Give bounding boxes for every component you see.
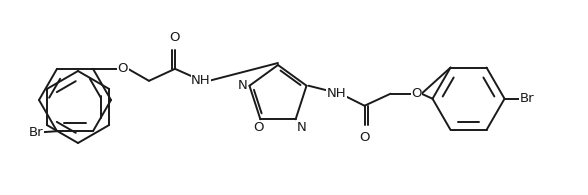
Text: NH: NH [191,74,211,87]
Text: O: O [118,62,128,75]
Text: O: O [359,131,370,144]
Text: O: O [170,31,181,44]
Text: O: O [411,87,422,100]
Text: O: O [253,121,263,134]
Text: Br: Br [520,92,534,105]
Text: N: N [296,121,306,134]
Text: NH: NH [327,87,346,100]
Text: Br: Br [28,126,43,139]
Text: N: N [238,79,248,92]
